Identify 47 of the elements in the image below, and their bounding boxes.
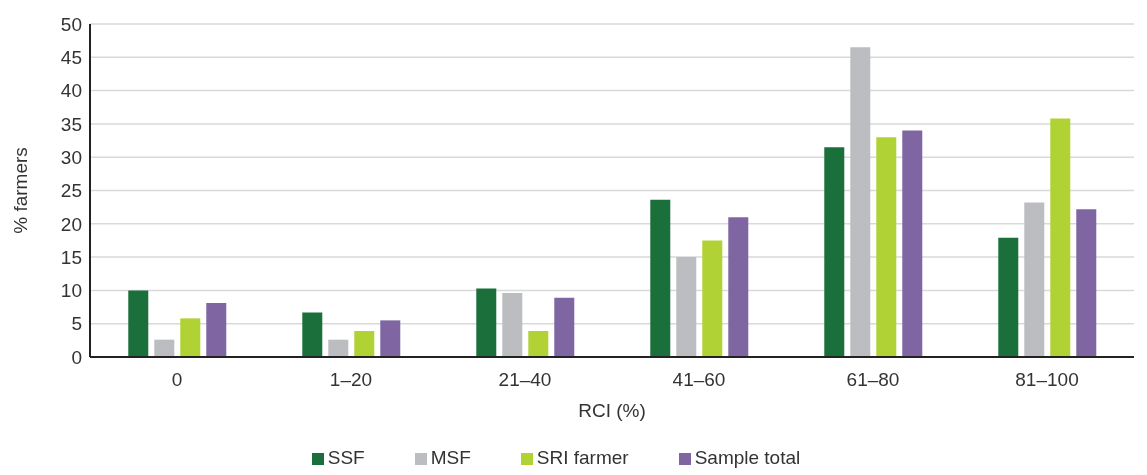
bar xyxy=(554,297,575,357)
y-tick-label: 25 xyxy=(60,180,82,202)
x-tick-label: 41–60 xyxy=(672,369,726,391)
bar xyxy=(302,312,323,357)
x-tick-label: 81–100 xyxy=(1015,369,1079,391)
bar xyxy=(998,237,1019,357)
y-tick-label: 10 xyxy=(60,280,82,302)
bar xyxy=(154,339,175,357)
legend-label: SSF xyxy=(327,447,365,468)
bar xyxy=(1076,209,1097,357)
bar xyxy=(476,288,497,357)
bar xyxy=(380,320,401,357)
bar xyxy=(328,339,349,357)
y-tick-label: 30 xyxy=(60,146,82,168)
y-tick-label: 40 xyxy=(60,80,82,102)
x-tick-label: 1–20 xyxy=(329,369,373,391)
bar xyxy=(824,147,845,357)
y-tick-label: 0 xyxy=(71,346,82,368)
legend-label: SRI farmer xyxy=(536,447,629,468)
bar xyxy=(1050,118,1071,357)
bar xyxy=(850,47,871,357)
legend-label: Sample total xyxy=(694,447,801,468)
bar xyxy=(676,257,697,357)
y-tick-label: 20 xyxy=(60,213,82,235)
x-tick-label: 61–80 xyxy=(846,369,900,391)
y-tick-label: 45 xyxy=(60,47,82,69)
bar xyxy=(206,303,227,357)
x-axis-title: RCI (%) xyxy=(578,400,646,421)
bar xyxy=(876,137,897,357)
x-tick-label: 0 xyxy=(171,369,183,391)
bar xyxy=(650,199,671,357)
legend-label: MSF xyxy=(430,447,471,468)
bar xyxy=(502,293,523,357)
bar xyxy=(528,331,549,357)
x-tick-label: 21–40 xyxy=(498,369,552,391)
y-axis-title: % farmers xyxy=(9,147,31,234)
y-tick-label: 15 xyxy=(60,246,82,268)
y-tick-label: 5 xyxy=(71,313,82,335)
y-tick-label: 50 xyxy=(60,13,82,35)
y-tick-label: 35 xyxy=(60,113,82,135)
bar xyxy=(354,331,375,357)
bar xyxy=(728,217,749,357)
bar xyxy=(902,130,923,357)
bar xyxy=(180,318,201,357)
bar xyxy=(128,290,149,357)
bar xyxy=(1024,202,1045,357)
bar xyxy=(702,240,723,357)
